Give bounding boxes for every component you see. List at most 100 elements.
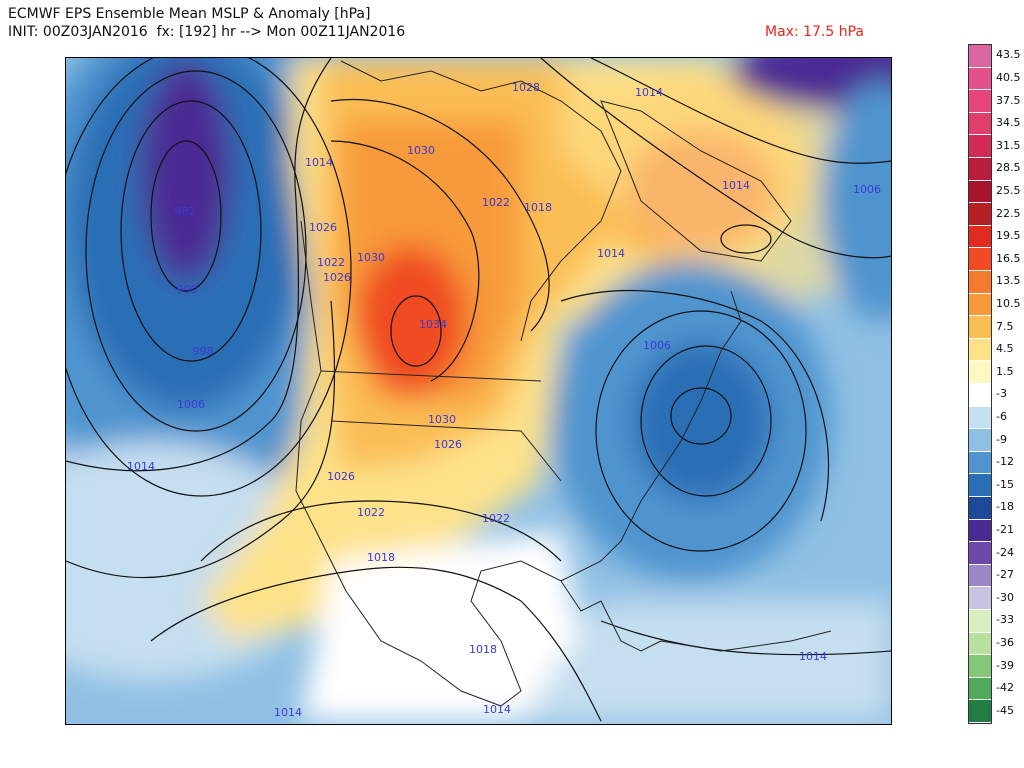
colorbar-label: -3 [996,387,1007,401]
pressure-label: 1014 [635,86,663,99]
colorbar-label: -6 [996,409,1007,423]
colorbar-swatch [969,361,991,384]
colorbar-swatch [969,338,991,362]
colorbar-label: 43.5 [996,48,1021,62]
pressure-label: 1022 [357,506,385,519]
colorbar-label: -12 [996,455,1014,469]
colorbar-swatch [969,519,991,543]
colorbar-label: 19.5 [996,229,1021,243]
colorbar-label: -36 [996,635,1014,649]
colorbar-label: 22.5 [996,206,1021,220]
pressure-label: 1028 [512,81,540,94]
colorbar-swatch [969,67,991,91]
colorbar-swatch [969,180,991,204]
colorbar [968,44,992,724]
chart-title: ECMWF EPS Ensemble Mean MSLP & Anomaly [… [8,6,371,22]
colorbar-swatch [969,542,991,565]
colorbar-swatch [969,497,991,520]
pressure-label: 1014 [127,460,155,473]
colorbar-label: -24 [996,545,1014,559]
colorbar-label: 13.5 [996,274,1021,288]
colorbar-label: 40.5 [996,70,1021,84]
colorbar-label: -9 [996,432,1007,446]
pressure-label: 1018 [469,643,497,656]
pressure-label: 1030 [428,413,456,426]
coastlines [295,60,832,707]
colorbar-label: -30 [996,590,1014,604]
pressure-label: 1014 [722,179,750,192]
colorbar-swatch [969,406,991,430]
colorbar-label: 10.5 [996,296,1021,310]
colorbar-swatch [969,564,991,588]
colorbar-swatch [969,429,991,452]
colorbar-swatch [969,632,991,656]
colorbar-swatch [969,203,991,226]
pressure-label: 1014 [483,703,511,716]
colorbar-swatch [969,90,991,113]
colorbar-swatch [969,655,991,678]
pressure-label: 1022 [317,256,345,269]
pressure-label: 1018 [367,551,395,564]
pressure-label: 1014 [597,247,625,260]
pressure-label: 990 [177,283,198,296]
pressure-label: 1014 [274,706,302,719]
max-anomaly-label: Max: 17.5 hPa [765,24,864,40]
colorbar-swatch [969,474,991,497]
colorbar-swatch [969,316,991,339]
map-panel: 1014 982 990 998 1006 1014 1030 1028 1014 1014 100… [65,57,892,725]
anomaly-shading [66,58,891,721]
pressure-label: 982 [175,205,196,218]
colorbar-label: -27 [996,568,1014,582]
isobar-lines [66,58,891,722]
colorbar-swatch [969,158,991,181]
pressure-label: 1030 [407,144,435,157]
colorbar-swatch [969,45,991,68]
pressure-label: 1014 [799,650,827,663]
colorbar-swatch [969,610,991,633]
pressure-label: 1006 [177,398,205,411]
colorbar-swatch [969,677,991,701]
pressure-label: 1026 [323,271,351,284]
colorbar-label: 37.5 [996,93,1021,107]
pressure-label: 1026 [327,470,355,483]
colorbar-swatch [969,271,991,294]
pressure-label-group: 1014 982 990 998 1006 1014 1030 1028 1014 1014 100… [127,81,881,719]
pressure-label: 1022 [482,512,510,525]
colorbar-label: 1.5 [996,364,1014,378]
pressure-label: 1026 [309,221,337,234]
colorbar-swatch [969,293,991,317]
colorbar-swatch [969,700,991,723]
pressure-label: 1006 [643,339,671,352]
colorbar-swatch [969,248,991,271]
colorbar-label: -15 [996,477,1014,491]
pressure-label: 998 [193,345,214,358]
colorbar-swatch [969,384,991,407]
colorbar-label: -21 [996,522,1014,536]
colorbar-label: -39 [996,658,1014,672]
colorbar-label: 31.5 [996,138,1021,152]
pressure-label: 1014 [305,156,333,169]
pressure-label: 1022 [482,196,510,209]
pressure-label: 1030 [357,251,385,264]
colorbar-label: -33 [996,613,1014,627]
mslp-anomaly-map: 1014 982 990 998 1006 1014 1030 1028 1014 1014 100… [66,58,891,724]
pressure-label: 1006 [853,183,881,196]
colorbar-swatch [969,225,991,249]
colorbar-label: -18 [996,500,1014,514]
pressure-label: 1034 [419,318,447,331]
colorbar-label: 4.5 [996,342,1014,356]
colorbar-label: -42 [996,681,1014,695]
pressure-label: 1026 [434,438,462,451]
colorbar-label: 28.5 [996,161,1021,175]
colorbar-swatch [969,135,991,158]
colorbar-swatch [969,112,991,136]
colorbar-label: 16.5 [996,251,1021,265]
colorbar-label: 25.5 [996,183,1021,197]
colorbar-swatch [969,451,991,475]
init-time-line: INIT: 00Z03JAN2016 fx: [192] hr --> Mon … [8,24,406,40]
pressure-label: 1018 [524,201,552,214]
colorbar-label: 34.5 [996,116,1021,130]
colorbar-label: 7.5 [996,319,1014,333]
colorbar-label: -45 [996,703,1014,717]
colorbar-swatch [969,587,991,610]
